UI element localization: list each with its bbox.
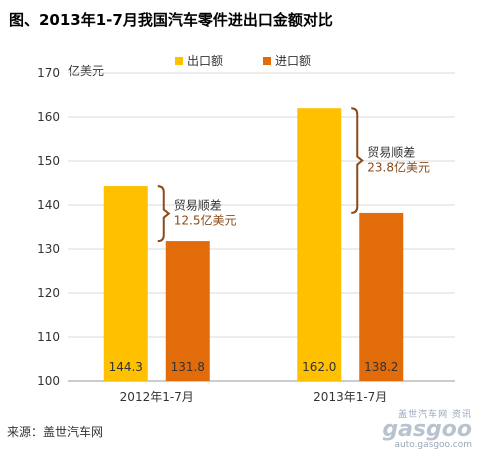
chart-title: 图、2013年1-7月我国汽车零件进出口金额对比 bbox=[9, 11, 333, 29]
watermark-logo: gasgoo bbox=[382, 417, 472, 442]
legend-swatch-export bbox=[175, 56, 183, 65]
y-tick-label: 120 bbox=[37, 286, 60, 300]
y-tick-label: 100 bbox=[37, 374, 60, 388]
legend-item-import: 进口额 bbox=[263, 52, 311, 69]
legend: 出口额 进口额 bbox=[175, 52, 311, 69]
y-axis-unit: 亿美元 bbox=[68, 64, 105, 78]
watermark-caption: 盖世汽车网 资讯 bbox=[398, 410, 472, 420]
bar-value-label: 144.3 bbox=[109, 360, 143, 374]
y-tick-label: 110 bbox=[37, 330, 60, 344]
bar bbox=[297, 108, 342, 381]
y-tick-label: 140 bbox=[37, 198, 60, 212]
x-tick-label: 2013年1-7月 bbox=[313, 390, 387, 404]
y-tick-label: 160 bbox=[37, 110, 60, 124]
watermark-url: auto.gasgoo.com bbox=[394, 440, 472, 450]
bar bbox=[165, 241, 210, 381]
legend-label-import: 进口额 bbox=[275, 54, 312, 68]
bar-value-label: 162.0 bbox=[302, 360, 336, 374]
annotation-label: 贸易顺差 bbox=[367, 146, 415, 160]
annotation-value: 23.8亿美元 bbox=[367, 160, 430, 175]
legend-label-export: 出口额 bbox=[187, 54, 224, 68]
annotation-value: 12.5亿美元 bbox=[174, 213, 237, 228]
legend-item-export: 出口额 bbox=[175, 52, 223, 69]
difference-bracket bbox=[351, 107, 364, 214]
y-tick-label: 150 bbox=[37, 154, 60, 168]
bar bbox=[103, 186, 148, 381]
source-note: 来源：盖世汽车网 bbox=[7, 425, 104, 439]
bar bbox=[359, 212, 404, 381]
difference-bracket bbox=[157, 185, 171, 243]
y-tick-label: 170 bbox=[37, 66, 60, 80]
x-tick-label: 2012年1-7月 bbox=[120, 390, 194, 404]
legend-swatch-import bbox=[263, 56, 272, 65]
annotation-label: 贸易顺差 bbox=[174, 199, 222, 213]
bar-value-label: 131.8 bbox=[171, 360, 205, 374]
gasgoo-watermark: 盖世汽车网 资讯 gasgoo auto.gasgoo.com bbox=[382, 407, 472, 450]
y-tick-label: 130 bbox=[37, 242, 60, 256]
bar-value-label: 138.2 bbox=[364, 360, 398, 374]
